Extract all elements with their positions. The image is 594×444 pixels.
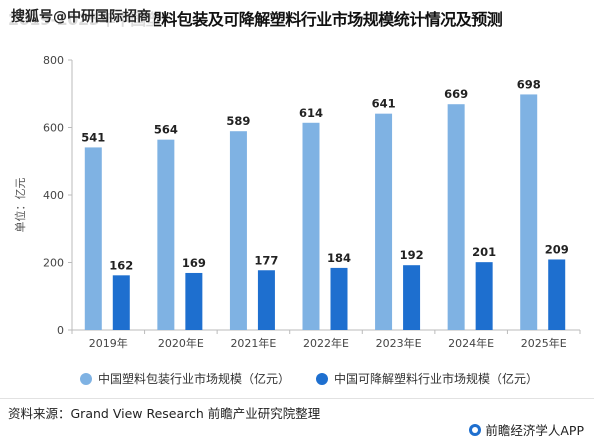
y-tick-label: 800 xyxy=(43,54,64,67)
bar-series1 xyxy=(447,104,465,331)
data-label-series2: 169 xyxy=(182,256,206,270)
bar-series2 xyxy=(475,262,493,330)
source-note: 资料来源：Grand View Research 前瞻产业研究院整理 xyxy=(8,406,321,421)
brand-logo-icon xyxy=(469,423,482,436)
bar-series2 xyxy=(257,270,275,330)
bar-series1 xyxy=(157,139,175,330)
x-tick-label: 2022年E xyxy=(303,336,349,350)
footer-divider xyxy=(0,398,594,399)
data-label-series1: 541 xyxy=(81,130,105,144)
bar-series2 xyxy=(330,267,348,330)
data-label-series2: 184 xyxy=(327,251,351,265)
legend-item-series2: 中国可降解塑料行业市场规模（亿元） xyxy=(316,370,538,387)
data-label-series1: 641 xyxy=(372,97,396,111)
legend: 中国塑料包装行业市场规模（亿元） 中国可降解塑料行业市场规模（亿元） xyxy=(80,370,580,390)
y-tick-label: 0 xyxy=(57,324,64,337)
data-label-series2: 177 xyxy=(254,253,278,267)
y-tick-label: 600 xyxy=(43,122,64,135)
x-tick-label: 2023年E xyxy=(376,336,422,350)
data-label-series1: 564 xyxy=(154,123,178,137)
bar-series1 xyxy=(84,147,102,330)
bar-series1 xyxy=(520,94,538,330)
y-tick-label: 400 xyxy=(43,189,64,202)
data-label-series1: 614 xyxy=(299,106,323,120)
bar-series1 xyxy=(375,113,393,330)
x-tick-label: 2025年E xyxy=(521,336,567,350)
watermark-text: 搜狐号@中研国际招商 xyxy=(8,5,154,27)
legend-marker-series1 xyxy=(80,372,92,385)
bar-series2 xyxy=(548,259,566,330)
y-tick-label: 200 xyxy=(43,257,64,270)
legend-label-series1: 中国塑料包装行业市场规模（亿元） xyxy=(98,372,291,386)
bar-series2 xyxy=(403,265,421,330)
bar-series2 xyxy=(185,272,203,330)
legend-label-series2: 中国可降解塑料行业市场规模（亿元） xyxy=(334,372,539,386)
data-label-series1: 589 xyxy=(226,114,250,128)
legend-item-series1: 中国塑料包装行业市场规模（亿元） xyxy=(80,370,290,387)
bar-series1 xyxy=(302,122,320,331)
x-tick-label: 2021年E xyxy=(230,336,276,350)
data-label-series2: 162 xyxy=(109,258,133,272)
data-label-series2: 201 xyxy=(472,245,496,259)
x-tick-label: 2020年E xyxy=(158,336,204,350)
brand-footer: 前瞻经济学人APP xyxy=(469,420,584,439)
bar-series2 xyxy=(112,275,130,330)
bar-chart: 0 200 400 600 800 2019年 541 162 2020年E 564 169 2021… xyxy=(43,54,581,350)
data-label-series2: 209 xyxy=(545,242,569,256)
x-tick-label: 2019年 xyxy=(89,336,128,350)
legend-marker-series2 xyxy=(316,372,328,385)
data-label-series1: 669 xyxy=(444,87,468,101)
data-label-series1: 698 xyxy=(517,77,541,91)
data-label-series2: 192 xyxy=(400,248,424,262)
brand-text: 前瞻经济学人APP xyxy=(485,423,584,438)
bar-series1 xyxy=(229,131,247,330)
x-tick-label: 2024年E xyxy=(448,336,494,350)
